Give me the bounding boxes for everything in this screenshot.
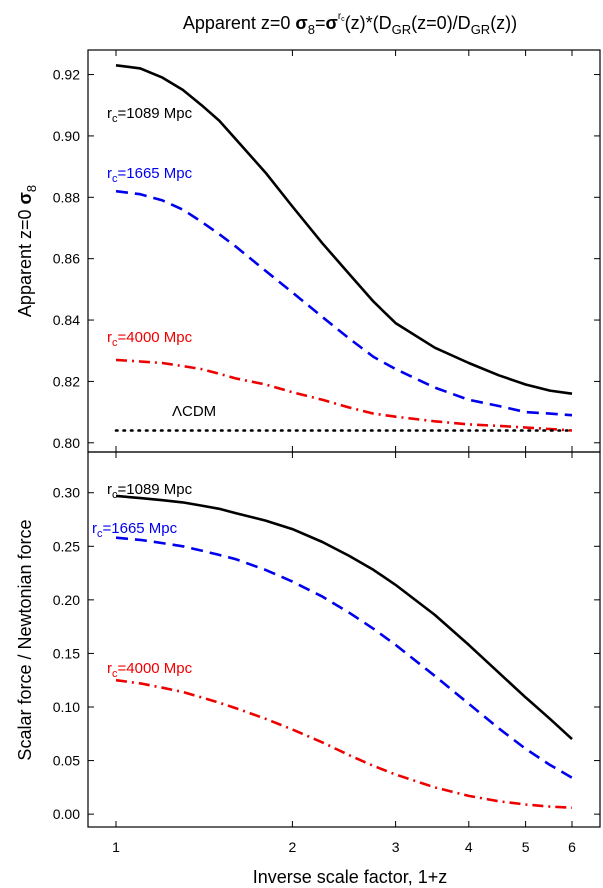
series-line — [115, 536, 573, 779]
series-line — [115, 494, 573, 741]
bottom-y-axis-label: Scalar force / Newtonian force — [15, 519, 35, 760]
y-tick-label: 0.90 — [53, 128, 80, 144]
bottom-series — [115, 494, 573, 809]
y-tick-label: 0.25 — [53, 538, 80, 554]
x-axis-label: Inverse scale factor, 1+z — [253, 867, 448, 887]
bottom-series-labels: rc=1089 Mpc rc=1665 Mpc rc=4000 Mpc — [92, 481, 193, 680]
bottom-x-ticks: 1 2 3 4 5 6 — [112, 452, 576, 855]
series-line — [115, 189, 573, 417]
bottom-y-ticks: 0.00 0.05 0.10 0.15 0.20 0.25 0.30 — [53, 485, 600, 822]
series-line — [115, 678, 573, 809]
x-tick-label: 6 — [568, 839, 576, 855]
series-label: rc=4000 Mpc — [107, 329, 193, 349]
y-tick-label: 0.10 — [53, 699, 80, 715]
series-line — [115, 358, 573, 432]
x-tick-label: 5 — [522, 839, 530, 855]
y-tick-label: 0.20 — [53, 592, 80, 608]
bottom-plot-frame — [87, 451, 601, 828]
top-y-ticks: 0.80 0.82 0.84 0.86 0.88 0.90 0.92 — [53, 67, 600, 451]
x-tick-label: 1 — [112, 839, 120, 855]
series-line — [115, 64, 573, 395]
series-label: ΛCDM — [172, 403, 216, 420]
series-label: rc=1089 Mpc — [107, 481, 193, 501]
chart-title: Apparent z=0 σ8=σrc(z)*(DGR(z=0)/DGR(z)) — [183, 11, 517, 37]
y-tick-label: 0.82 — [53, 373, 80, 389]
y-tick-label: 0.15 — [53, 645, 80, 661]
x-tick-label: 4 — [465, 839, 473, 855]
x-tick-label: 2 — [289, 839, 297, 855]
y-tick-label: 0.84 — [53, 312, 80, 328]
top-y-axis-label: Apparent z=0 σ8 — [15, 185, 39, 317]
y-tick-label: 0.30 — [53, 485, 80, 501]
y-tick-label: 0.88 — [53, 189, 80, 205]
y-tick-label: 0.80 — [53, 435, 80, 451]
top-x-ticks — [115, 50, 573, 452]
y-tick-label: 0.92 — [53, 67, 80, 83]
y-tick-label: 0.86 — [53, 251, 80, 267]
series-label: rc=1089 Mpc — [107, 105, 193, 125]
y-tick-label: 0.00 — [53, 806, 80, 822]
series-label: rc=1665 Mpc — [92, 520, 178, 540]
y-tick-label: 0.05 — [53, 753, 80, 769]
top-series-labels: rc=1089 Mpc rc=1665 Mpc rc=4000 Mpc ΛCDM — [107, 105, 216, 420]
series-label: rc=1665 Mpc — [107, 165, 193, 185]
x-tick-label: 3 — [392, 839, 400, 855]
series-label: rc=4000 Mpc — [107, 660, 193, 680]
top-series — [114, 64, 574, 432]
bottom-panel: 0.00 0.05 0.10 0.15 0.20 0.25 0.30 1 2 3 4 5 6 rc=1… — [15, 451, 601, 887]
top-panel: 0.80 0.82 0.84 0.86 0.88 0.90 0.92 rc=1089 Mpc… — [15, 49, 601, 453]
